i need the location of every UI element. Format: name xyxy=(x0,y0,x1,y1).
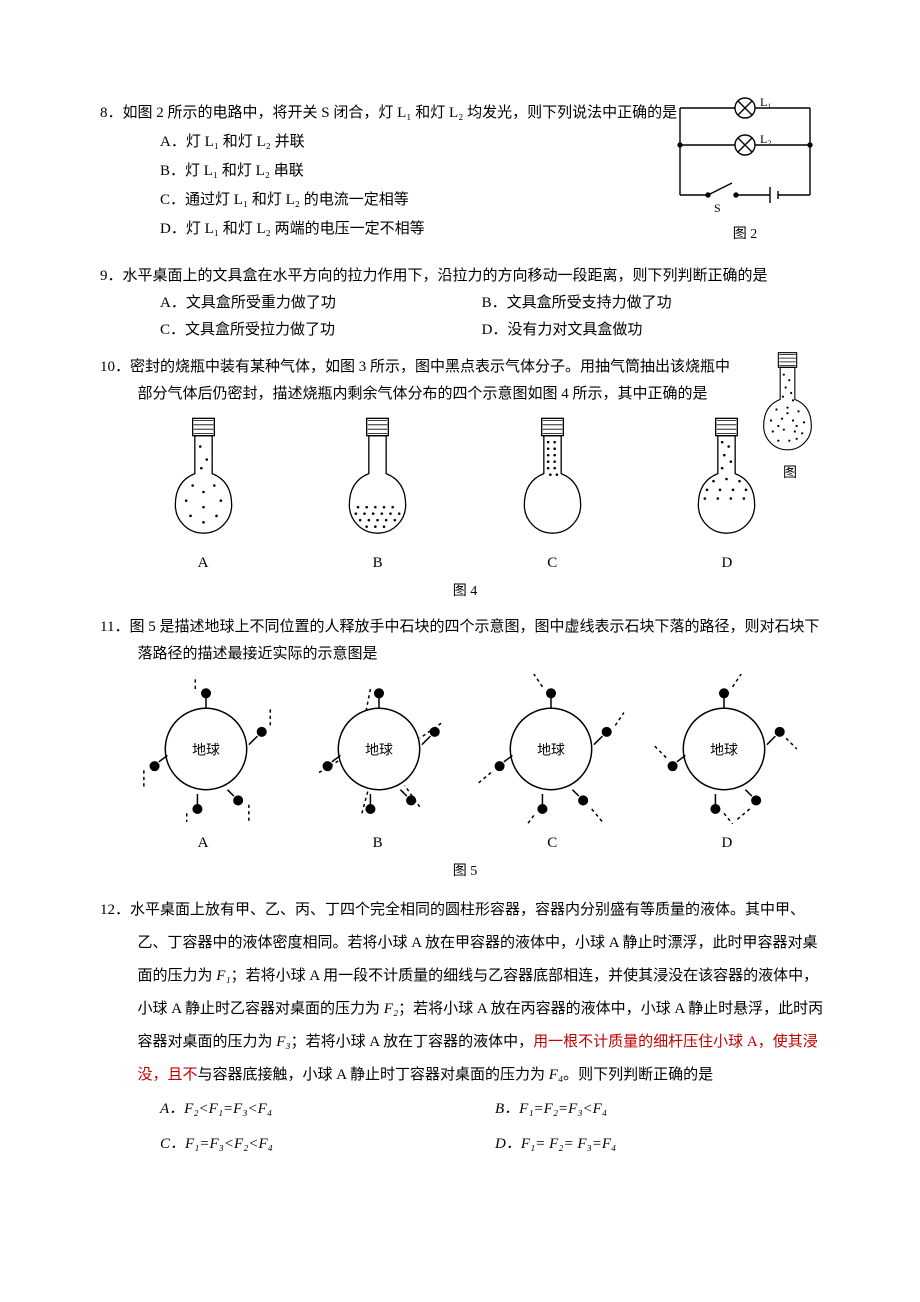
flask3-svg xyxy=(750,349,825,459)
q12-f2: F₂ xyxy=(384,1001,398,1017)
q11-letter-c: C xyxy=(478,830,626,857)
q12-p11: 。则下列判断正确的是 xyxy=(563,1067,713,1083)
q10-text: 密封的烧瓶中装有某种气体，如图 3 所示，图中黑点表示气体分子。用抽气筒抽出该烧… xyxy=(130,359,730,402)
earth-a: 地球 xyxy=(129,674,283,824)
fig2-caption: 图 2 xyxy=(660,222,830,247)
q11-text: 图 5 是描述地球上不同位置的人释放手中石块的四个示意图，图中虚线表示石块下落的… xyxy=(129,619,819,662)
earth-c: 地球 xyxy=(474,674,628,824)
q9-text: 水平桌面上的文具盒在水平方向的拉力作用下，沿拉力的方向移动一段距离，则下列判断正… xyxy=(123,268,768,284)
question-10: 10．密封的烧瓶中装有某种气体，如图 3 所示，图中黑点表示气体分子。用抽气筒抽… xyxy=(100,354,830,604)
q12-f3: F₃ xyxy=(276,1034,290,1050)
q9-opt-c: C．文具盒所受拉力做了功 xyxy=(160,317,482,344)
question-9: 9．水平桌面上的文具盒在水平方向的拉力作用下，沿拉力的方向移动一段距离，则下列判… xyxy=(100,263,830,344)
q12-f4: F₄ xyxy=(549,1067,563,1083)
q11-stem: 11．图 5 是描述地球上不同位置的人释放手中石块的四个示意图，图中虚线表示石块… xyxy=(100,614,830,668)
q12-opt-d: D．F₁= F₂= F₃=F₄ xyxy=(495,1136,616,1152)
q12-f1: F₁ xyxy=(216,968,230,984)
question-11: 11．图 5 是描述地球上不同位置的人释放手中石块的四个示意图，图中虚线表示石块… xyxy=(100,614,830,884)
q8-number: 8． xyxy=(100,105,123,121)
q12-opt-b: B．F₁=F₂=F₃<F₄ xyxy=(495,1101,607,1117)
q12-opt-a: A．F₂<F₁=F₃<F₄ xyxy=(160,1101,272,1117)
fig5-caption: 图 5 xyxy=(100,859,830,884)
question-12: 12．水平桌面上放有甲、乙、丙、丁四个完全相同的圆柱形容器，容器内分别盛有等质量… xyxy=(100,894,830,1162)
circuit-svg: L₁ L₂ S xyxy=(660,90,830,220)
q10-letter-c: C xyxy=(478,550,626,577)
q12-options: A．F₂<F₁=F₃<F₄ B．F₁=F₂=F₃<F₄ C．F₁=F₃<F₂<F… xyxy=(100,1092,830,1162)
q10-stem: 10．密封的烧瓶中装有某种气体，如图 3 所示，图中黑点表示气体分子。用抽气筒抽… xyxy=(100,354,830,408)
earth-row: 地球 xyxy=(129,674,801,824)
q10-letter-row: A B C D xyxy=(129,550,801,577)
q10-letter-a: A xyxy=(129,550,277,577)
q12-opt-c: C．F₁=F₃<F₂<F₄ xyxy=(160,1136,273,1152)
q12-number: 12． xyxy=(100,902,130,918)
flask-fig3: 图 xyxy=(750,349,830,486)
circuit-figure: L₁ L₂ S 图 2 xyxy=(660,90,830,247)
q8-text: 如图 2 所示的电路中，将开关 S 闭合，灯 L₁ 和灯 L₂ 均发光，则下列说… xyxy=(123,105,678,121)
q9-number: 9． xyxy=(100,268,123,284)
label-l1: L₁ xyxy=(760,95,772,109)
q9-options: A．文具盒所受重力做了功 B．文具盒所受支持力做了功 C．文具盒所受拉力做了功 … xyxy=(100,290,830,344)
q9-opt-d: D．没有力对文具盒做功 xyxy=(482,317,804,344)
q9-opt-b: B．文具盒所受支持力做了功 xyxy=(482,290,804,317)
svg-text:地球: 地球 xyxy=(537,743,565,759)
fig3-caption: 图 xyxy=(750,461,830,486)
label-s: S xyxy=(714,201,721,215)
question-8: 8．如图 2 所示的电路中，将开关 S 闭合，灯 L₁ 和灯 L₂ 均发光，则下… xyxy=(100,100,830,243)
flask-b xyxy=(304,414,452,544)
svg-text:地球: 地球 xyxy=(365,743,393,759)
flask-row xyxy=(129,414,801,544)
flask-c xyxy=(478,414,626,544)
q10-letter-d: D xyxy=(653,550,801,577)
q12-p9: 与容器底接触，小球 A 静止时丁容器对桌面的压力为 xyxy=(198,1067,549,1083)
q12-p7: 用一根不计质量的细杆压住小球 A，使其 xyxy=(533,1034,803,1050)
q9-opt-a: A．文具盒所受重力做了功 xyxy=(160,290,482,317)
svg-text:地球: 地球 xyxy=(193,743,221,759)
q10-number: 10． xyxy=(100,359,130,375)
q11-number: 11． xyxy=(100,619,129,635)
earth-b: 地球 xyxy=(302,674,456,824)
fig4-caption: 图 4 xyxy=(100,579,830,604)
q11-letter-a: A xyxy=(129,830,277,857)
q9-stem: 9．水平桌面上的文具盒在水平方向的拉力作用下，沿拉力的方向移动一段距离，则下列判… xyxy=(100,263,830,290)
q10-letter-b: B xyxy=(304,550,452,577)
earth-d: 地球 xyxy=(646,674,800,824)
q11-letter-d: D xyxy=(653,830,801,857)
flask-a xyxy=(129,414,277,544)
q12-p6: ；若将小球 A 放在丁容器的液体中， xyxy=(291,1034,534,1050)
q11-letter-row: A B C D xyxy=(129,830,801,857)
q12-stem: 12．水平桌面上放有甲、乙、丙、丁四个完全相同的圆柱形容器，容器内分别盛有等质量… xyxy=(100,894,830,1092)
svg-text:地球: 地球 xyxy=(710,743,738,759)
q11-letter-b: B xyxy=(304,830,452,857)
label-l2: L₂ xyxy=(760,132,772,146)
